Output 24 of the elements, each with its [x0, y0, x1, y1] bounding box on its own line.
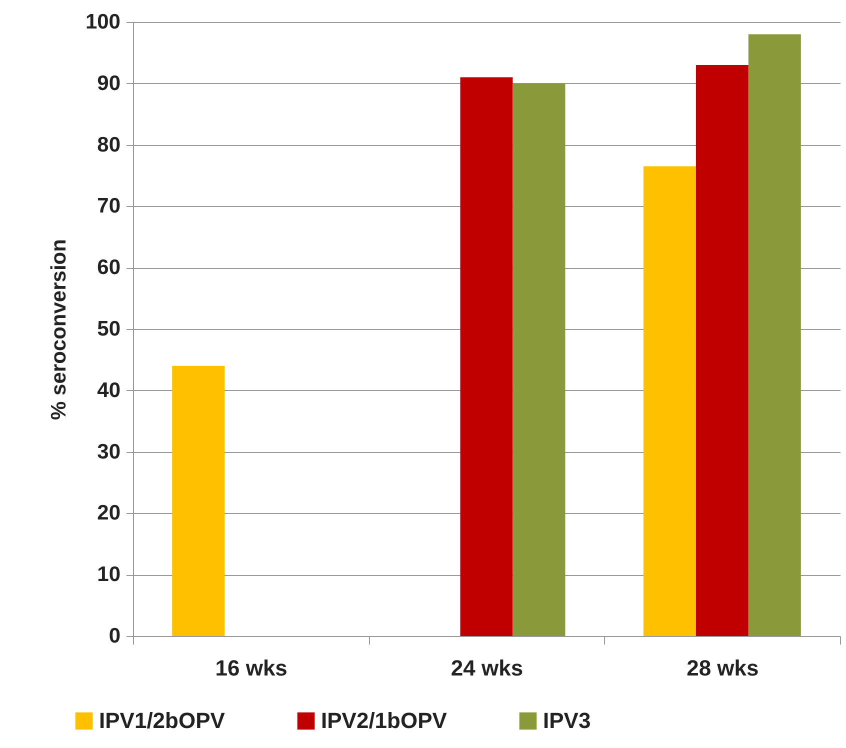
bar: [696, 64, 748, 636]
legend-label: IPV1/2bOPV: [99, 708, 226, 733]
bar: [460, 77, 513, 636]
y-tick-label: 100: [85, 10, 120, 34]
bar: [172, 366, 225, 636]
y-tick-label: 10: [97, 563, 120, 586]
x-tick-label: 28 wks: [686, 656, 759, 680]
x-tick-label: 24 wks: [450, 656, 524, 680]
y-tick-label: 50: [97, 318, 120, 340]
y-axis-title: % seroconversion: [47, 239, 70, 420]
y-tick-label: 40: [97, 378, 120, 402]
y-tick-label: 60: [97, 256, 120, 280]
legend-label: IPV2/1bOPV: [321, 708, 448, 733]
bar: [748, 34, 801, 636]
y-tick-label: 90: [97, 72, 120, 95]
legend-label: IPV3: [543, 708, 591, 733]
bar: [643, 166, 696, 636]
y-tick-label: 0: [108, 624, 120, 648]
x-tick-label: 16 wks: [215, 656, 288, 680]
y-tick-label: 30: [97, 440, 120, 464]
y-tick-label: 80: [97, 133, 120, 156]
bar: [512, 83, 566, 636]
y-tick-label: 70: [97, 194, 120, 218]
y-tick-label: 20: [97, 502, 120, 525]
